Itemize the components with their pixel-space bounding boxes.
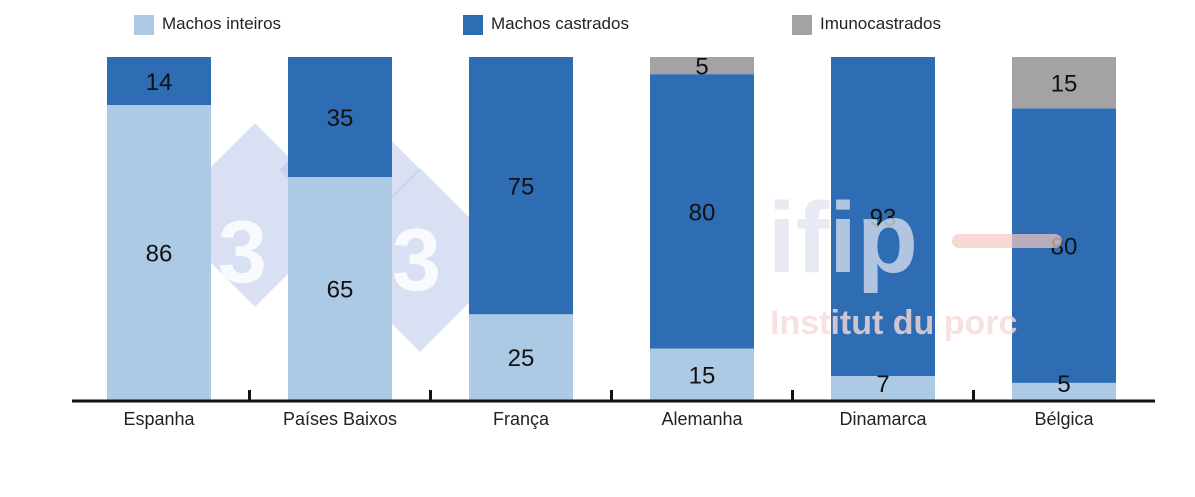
legend-swatch-machos-inteiros — [134, 15, 154, 35]
data-label: 5 — [1057, 371, 1070, 398]
bar-paises-baixos-machos-castrados — [288, 57, 392, 178]
legend: Machos inteiros Machos castrados Imunocast… — [134, 14, 941, 35]
data-label: 25 — [508, 345, 535, 372]
data-label: 35 — [327, 105, 354, 132]
legend-label: Machos inteiros — [162, 14, 281, 33]
legend-label: Machos castrados — [491, 14, 629, 33]
bar-belgica-imunocastrados — [1012, 57, 1116, 109]
bar-paises-baixos-machos-inteiros — [288, 177, 392, 400]
watermark-ifip: ifip — [768, 182, 918, 294]
watermark-ifip-logo: ifip Institut du porc — [768, 182, 1062, 342]
bar-espanha-machos-inteiros — [107, 105, 211, 401]
legend-label: Imunocastrados — [820, 14, 941, 33]
data-label: 5 — [695, 54, 708, 81]
data-label: 80 — [689, 199, 716, 226]
bar-franca-machos-castrados — [469, 57, 573, 315]
x-tick-label: Bélgica — [1034, 409, 1094, 429]
data-label: 14 — [146, 69, 173, 96]
x-tick-label: Países Baixos — [283, 409, 397, 429]
bar-dinamarca-machos-castrados — [831, 57, 935, 376]
x-tick-label: Alemanha — [661, 409, 743, 429]
data-label: 65 — [327, 277, 354, 304]
data-label: 15 — [1051, 71, 1078, 98]
legend-swatch-machos-castrados — [463, 15, 483, 35]
watermark-bar — [952, 234, 1062, 248]
bar-alemanha-machos-castrados — [650, 74, 754, 349]
bar-belgica-machos-inteiros — [1012, 382, 1116, 400]
x-tick-label: Dinamarca — [839, 409, 927, 429]
data-label: 93 — [870, 204, 897, 231]
watermark-subtitle: Institut du porc — [770, 304, 1017, 342]
data-label: 86 — [146, 241, 173, 268]
bar-franca-machos-inteiros — [469, 314, 573, 400]
bar-espanha-machos-castrados — [107, 57, 211, 106]
x-tick-label: Espanha — [123, 409, 195, 429]
x-axis-labels: Espanha Países Baixos França Alemanha Dinama… — [123, 409, 1094, 429]
bar-alemanha-machos-inteiros — [650, 348, 754, 400]
legend-swatch-imunocastrados — [792, 15, 812, 35]
bars-group — [107, 57, 1116, 401]
bar-alemanha-imunocastrados — [650, 57, 754, 75]
watermark-number: 3 — [218, 202, 267, 301]
watermark-number: 3 — [392, 210, 441, 309]
x-tick-label: França — [493, 409, 550, 429]
bar-dinamarca-machos-inteiros — [831, 375, 935, 400]
data-label: 7 — [876, 371, 889, 398]
x-axis-ticks — [248, 390, 975, 400]
data-label: 75 — [508, 174, 535, 201]
data-label: 15 — [689, 362, 716, 389]
